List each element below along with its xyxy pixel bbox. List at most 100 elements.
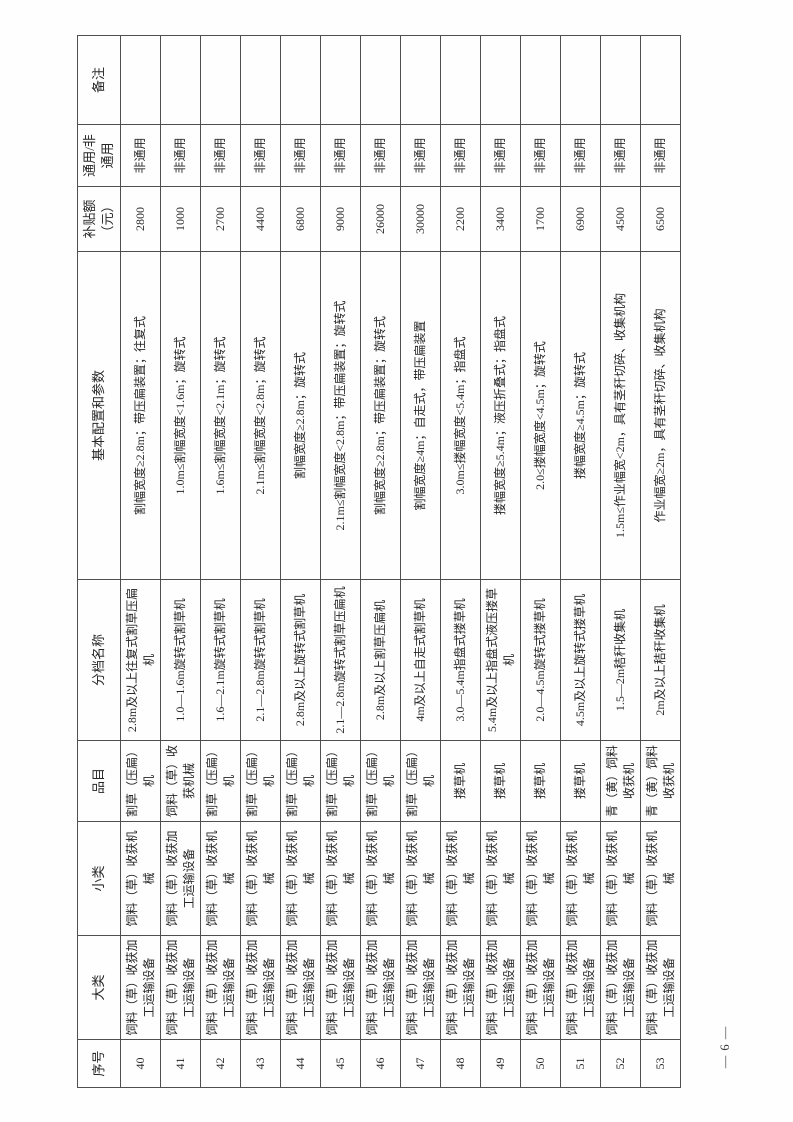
table-row: 48 饲料（草）收获加工运输设备 饲料（草）收获机械 搂草机 3.0—5.4m指盘式搂草… — [440, 35, 481, 1088]
cell-sub-category: 饲料（草）收获机械 — [120, 821, 161, 936]
cell-remarks — [600, 35, 641, 125]
cell-item: 割草（压扁）机 — [240, 740, 281, 822]
cell-general-flag: 非通用 — [280, 124, 321, 187]
cell-sub-category: 饲料（草）收获机械 — [480, 821, 521, 936]
cell-subsidy-amount: 30000 — [400, 186, 441, 252]
cell-tier-name: 4.5m及以上旋转式搂草机 — [560, 579, 601, 741]
cell-tier-name: 2.8m及以上割草压扁机 — [360, 579, 401, 741]
column-header-subsidy-amount: 补贴额（元） — [77, 186, 121, 252]
cell-major-category: 饲料（草）收获加工运输设备 — [280, 935, 321, 1040]
column-header-major-category: 大类 — [77, 935, 121, 1040]
table-row: 44 饲料（草）收获加工运输设备 饲料（草）收获机械 割草（压扁）机 2.8m及以上旋转… — [280, 35, 321, 1088]
table-row: 51 饲料（草）收获加工运输设备 饲料（草）收获机械 搂草机 4.5m及以上旋转式搂草机… — [560, 35, 601, 1088]
cell-serial: 48 — [440, 1039, 481, 1088]
cell-serial: 43 — [240, 1039, 281, 1088]
cell-tier-name: 3.0—5.4m指盘式搂草机 — [440, 579, 481, 741]
cell-serial: 53 — [640, 1039, 681, 1088]
cell-item: 割草（压扁）机 — [200, 740, 241, 822]
cell-config-params: 割幅宽度≥2.8m；带压扁装置；往复式 — [120, 251, 161, 580]
cell-major-category: 饲料（草）收获加工运输设备 — [640, 935, 681, 1040]
cell-sub-category: 饲料（草）收获加工运输设备 — [160, 821, 201, 936]
cell-major-category: 饲料（草）收获加工运输设备 — [320, 935, 361, 1040]
cell-config-params: 搂幅宽度≥5.4m；液压折叠式；指盘式 — [480, 251, 521, 580]
cell-major-category: 饲料（草）收获加工运输设备 — [600, 935, 641, 1040]
cell-serial: 41 — [160, 1039, 201, 1088]
column-header-item: 品目 — [77, 740, 121, 822]
cell-config-params: 割幅宽度≥4m；自走式，带压扁装置 — [400, 251, 441, 580]
cell-serial: 44 — [280, 1039, 321, 1088]
cell-config-params: 割幅宽度≥2.8m；旋转式 — [280, 251, 321, 580]
cell-major-category: 饲料（草）收获加工运输设备 — [440, 935, 481, 1040]
cell-serial: 47 — [400, 1039, 441, 1088]
cell-tier-name: 1.5—2m秸秆收集机 — [600, 579, 641, 741]
cell-subsidy-amount: 1700 — [520, 186, 561, 252]
table-row: 46 饲料（草）收获加工运输设备 饲料（草）收获机械 割草（压扁）机 2.8m及以上割草… — [360, 35, 401, 1088]
cell-remarks — [440, 35, 481, 125]
cell-remarks — [480, 35, 521, 125]
table-row: 42 饲料（草）收获加工运输设备 饲料（草）收获机械 割草（压扁）机 1.6—2.1m旋… — [200, 35, 241, 1088]
cell-general-flag: 非通用 — [240, 124, 281, 187]
cell-major-category: 饲料（草）收获加工运输设备 — [480, 935, 521, 1040]
cell-item: 搂草机 — [560, 740, 601, 822]
column-header-remarks: 备注 — [77, 35, 121, 125]
cell-item: 饲料（草）收获机械 — [160, 740, 201, 822]
cell-item: 搂草机 — [520, 740, 561, 822]
cell-serial: 45 — [320, 1039, 361, 1088]
cell-sub-category: 饲料（草）收获机械 — [400, 821, 441, 936]
cell-general-flag: 非通用 — [320, 124, 361, 187]
column-header-serial: 序号 — [77, 1039, 121, 1088]
cell-remarks — [640, 35, 681, 125]
cell-tier-name: 1.0—1.6m旋转式割草机 — [160, 579, 201, 741]
cell-remarks — [560, 35, 601, 125]
cell-subsidy-amount: 3400 — [480, 186, 521, 252]
cell-item: 割草（压扁）机 — [320, 740, 361, 822]
cell-sub-category: 饲料（草）收获机械 — [520, 821, 561, 936]
cell-serial: 51 — [560, 1039, 601, 1088]
cell-tier-name: 1.6—2.1m旋转式割草机 — [200, 579, 241, 741]
cell-item: 割草（压扁）机 — [280, 740, 321, 822]
cell-general-flag: 非通用 — [400, 124, 441, 187]
cell-serial: 40 — [120, 1039, 161, 1088]
cell-item: 割草（压扁）机 — [400, 740, 441, 822]
subsidy-table: 序号 大类 小类 品目 分档名称 基本配置和参数 补贴额（元） 通用/非通用 备注 40 饲料（草… — [77, 35, 681, 1088]
cell-major-category: 饲料（草）收获加工运输设备 — [560, 935, 601, 1040]
cell-remarks — [400, 35, 441, 125]
cell-sub-category: 饲料（草）收获机械 — [640, 821, 681, 936]
cell-tier-name: 2.8m及以上旋转式割草机 — [280, 579, 321, 741]
cell-general-flag: 非通用 — [480, 124, 521, 187]
cell-tier-name: 2.1—2.8m旋转式割草压扁机 — [320, 579, 361, 741]
cell-config-params: 2.0≤搂幅宽度<4.5m；旋转式 — [520, 251, 561, 580]
cell-subsidy-amount: 6800 — [280, 186, 321, 252]
cell-config-params: 搂幅宽度≥4.5m；旋转式 — [560, 251, 601, 580]
table-row: 52 饲料（草）收获加工运输设备 饲料（草）收获机械 青（黄）饲料收获机 1.5—2m秸… — [600, 35, 641, 1088]
cell-general-flag: 非通用 — [440, 124, 481, 187]
cell-remarks — [160, 35, 201, 125]
cell-sub-category: 饲料（草）收获机械 — [320, 821, 361, 936]
cell-tier-name: 2.1—2.8m旋转式割草机 — [240, 579, 281, 741]
cell-major-category: 饲料（草）收获加工运输设备 — [400, 935, 441, 1040]
cell-item: 青（黄）饲料收获机 — [600, 740, 641, 822]
cell-config-params: 1.5m≤作业幅宽<2m，具有茎秆切碎、收集机构 — [600, 251, 641, 580]
cell-major-category: 饲料（草）收获加工运输设备 — [360, 935, 401, 1040]
cell-subsidy-amount: 2700 — [200, 186, 241, 252]
cell-tier-name: 4m及以上自走式割草机 — [400, 579, 441, 741]
cell-major-category: 饲料（草）收获加工运输设备 — [200, 935, 241, 1040]
cell-tier-name: 2.8m及以上往复式割草压扁机 — [120, 579, 161, 741]
cell-subsidy-amount: 4500 — [600, 186, 641, 252]
cell-subsidy-amount: 6500 — [640, 186, 681, 252]
cell-item: 割草（压扁）机 — [120, 740, 161, 822]
cell-general-flag: 非通用 — [640, 124, 681, 187]
table-header-row: 序号 大类 小类 品目 分档名称 基本配置和参数 补贴额（元） 通用/非通用 备注 — [77, 35, 121, 1088]
cell-item: 搂草机 — [440, 740, 481, 822]
cell-sub-category: 饲料（草）收获机械 — [600, 821, 641, 936]
cell-config-params: 1.0m≤割幅宽度<1.6m；旋转式 — [160, 251, 201, 580]
cell-serial: 52 — [600, 1039, 641, 1088]
cell-item: 割草（压扁）机 — [360, 740, 401, 822]
cell-serial: 49 — [480, 1039, 521, 1088]
cell-item: 青（黄）饲料收获机 — [640, 740, 681, 822]
table-row: 47 饲料（草）收获加工运输设备 饲料（草）收获机械 割草（压扁）机 4m及以上自走式割… — [400, 35, 441, 1088]
cell-subsidy-amount: 4400 — [240, 186, 281, 252]
column-header-general-flag: 通用/非通用 — [77, 124, 121, 187]
cell-general-flag: 非通用 — [560, 124, 601, 187]
